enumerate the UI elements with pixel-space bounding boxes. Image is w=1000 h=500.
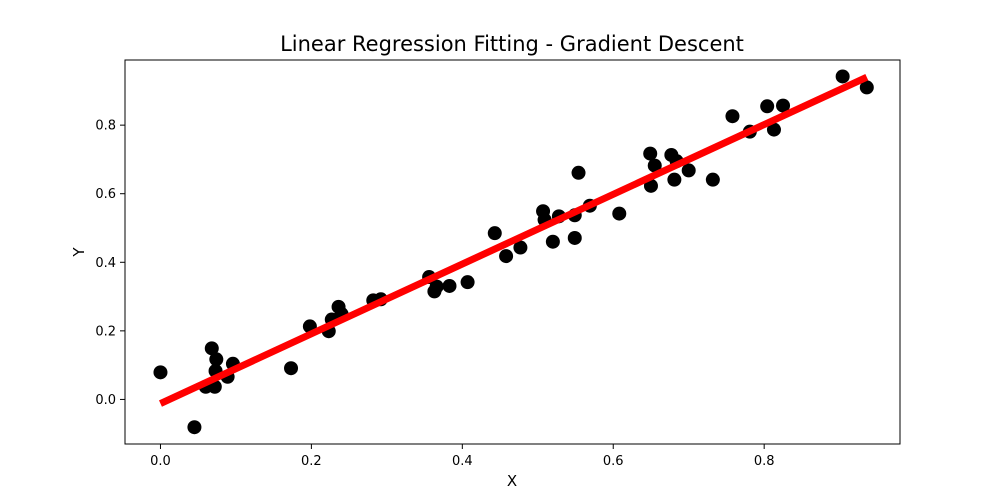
data-point-41 bbox=[705, 172, 720, 187]
data-point-34 bbox=[643, 146, 658, 161]
x-axis-ticks: 0.0 0.2 0.4 0.6 0.8 bbox=[150, 444, 775, 469]
x-tick-label-1: 0.2 bbox=[301, 454, 322, 469]
x-tick-label-0: 0.0 bbox=[150, 454, 171, 469]
data-point-47 bbox=[835, 69, 850, 84]
data-point-42 bbox=[725, 109, 740, 124]
data-point-0 bbox=[153, 365, 168, 380]
data-point-19 bbox=[429, 279, 444, 294]
data-point-22 bbox=[487, 226, 502, 241]
regression-line bbox=[159, 73, 869, 407]
data-point-1 bbox=[187, 420, 202, 435]
data-point-24 bbox=[513, 240, 528, 255]
y-axis-label: Y bbox=[70, 247, 88, 258]
data-point-6 bbox=[209, 352, 224, 367]
data-point-23 bbox=[499, 249, 514, 264]
plot-area bbox=[153, 69, 874, 435]
chart-title: Linear Regression Fitting - Gradient Des… bbox=[280, 32, 744, 56]
x-tick-label-4: 0.8 bbox=[754, 454, 775, 469]
data-point-48 bbox=[859, 80, 874, 95]
x-tick-label-2: 0.4 bbox=[452, 454, 473, 469]
data-point-33 bbox=[612, 206, 627, 221]
x-tick-label-3: 0.6 bbox=[603, 454, 624, 469]
y-tick-label-0: 0.0 bbox=[95, 393, 116, 408]
y-tick-label-3: 0.6 bbox=[95, 187, 116, 202]
y-tick-label-4: 0.8 bbox=[95, 119, 116, 134]
y-tick-label-2: 0.4 bbox=[95, 256, 116, 271]
data-point-9 bbox=[284, 361, 299, 376]
data-point-3 bbox=[204, 341, 219, 356]
y-tick-label-1: 0.2 bbox=[95, 324, 116, 339]
y-axis-ticks: 0.0 0.2 0.4 0.6 0.8 bbox=[95, 119, 125, 408]
data-point-46 bbox=[776, 98, 791, 113]
data-point-27 bbox=[545, 234, 560, 249]
data-point-36 bbox=[647, 158, 662, 173]
data-point-20 bbox=[442, 278, 457, 293]
x-axis-label: X bbox=[507, 472, 517, 490]
data-point-44 bbox=[760, 99, 775, 114]
data-point-21 bbox=[460, 275, 475, 290]
data-point-29 bbox=[567, 230, 582, 245]
plot-frame bbox=[124, 59, 901, 445]
data-point-38 bbox=[667, 172, 682, 187]
data-point-45 bbox=[766, 122, 781, 137]
data-point-31 bbox=[571, 165, 586, 180]
data-point-40 bbox=[681, 163, 696, 178]
